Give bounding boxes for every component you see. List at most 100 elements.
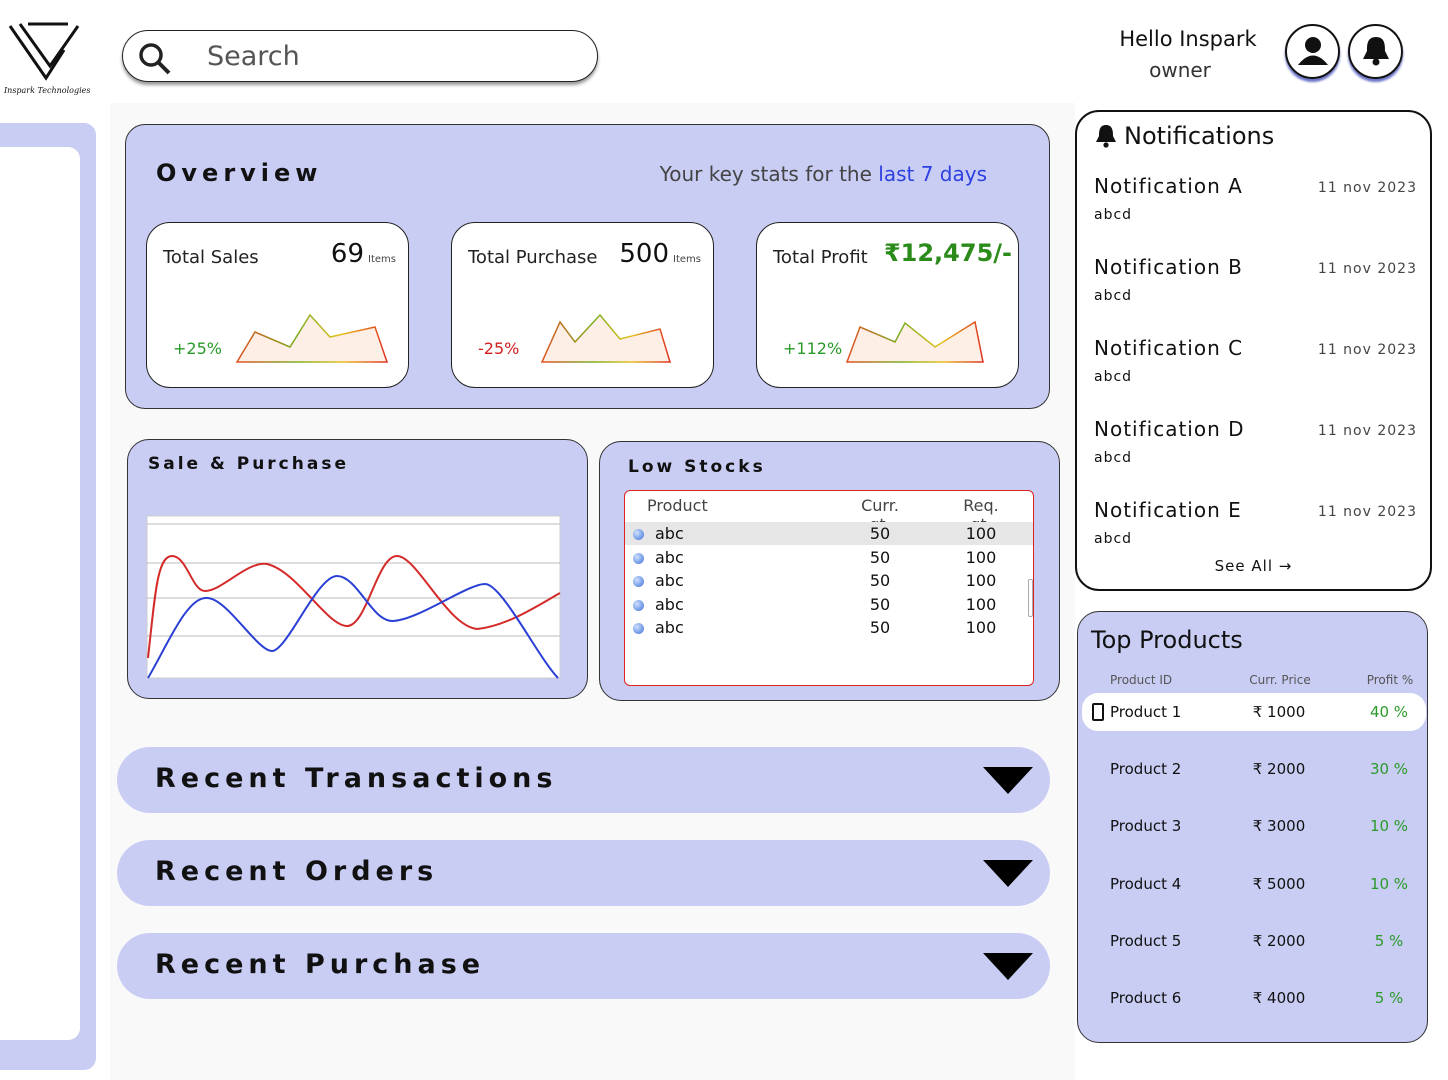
product-cell: Product 5: [1110, 931, 1182, 950]
accordion[interactable]: Recent Orders: [117, 840, 1050, 906]
expand-arrow[interactable]: [983, 953, 1033, 983]
stat-change: +112%: [783, 339, 843, 358]
stat-unit: Items: [673, 254, 701, 265]
product-row[interactable]: Product 6 ₹ 4000 5 %: [1082, 979, 1426, 1017]
top-products-panel: Top Products Product ID Curr. Price Profit…: [1077, 611, 1428, 1043]
see-all-link[interactable]: See All →: [1214, 557, 1293, 575]
accordion[interactable]: Recent Purchase: [117, 933, 1050, 999]
sale-purchase-chart: [146, 515, 561, 679]
product-row[interactable]: Product 1 ₹ 1000 40 %: [1082, 693, 1426, 731]
table-cell: abc: [655, 547, 684, 567]
stat-change: -25%: [478, 339, 520, 358]
product-cell: 10 %: [1369, 817, 1409, 836]
top-products-title: Top Products: [1091, 626, 1243, 654]
notifications-icon: [1096, 125, 1116, 148]
stat-card: Total Profit ₹12,475/- +112%: [756, 222, 1019, 388]
expand-arrow[interactable]: [983, 767, 1033, 797]
table-header: Product ID: [1110, 673, 1173, 687]
table-cell: 50: [869, 571, 891, 590]
greeting: Hello Inspark: [1119, 27, 1257, 51]
table-cell: 100: [965, 618, 997, 637]
notification-title[interactable]: Notification D: [1094, 417, 1245, 441]
expand-arrow[interactable]: [983, 860, 1033, 890]
table-row: abc 50 100: [625, 569, 1033, 592]
product-cell: ₹ 1000: [1252, 703, 1306, 721]
table-cell: abc: [655, 524, 684, 543]
table-cell: 100: [965, 571, 997, 590]
bell-button[interactable]: [1348, 24, 1403, 79]
notifications-panel: Notifications See All → Notification A 11…: [1075, 110, 1432, 591]
row-icon: [633, 552, 644, 564]
product-cell: 40 %: [1369, 703, 1409, 721]
table-row: abc 50 100: [625, 616, 1033, 639]
accordion-title: Recent Transactions: [155, 763, 558, 794]
product-cell: ₹ 4000: [1252, 989, 1306, 1007]
product-cell: ₹ 2000: [1252, 760, 1306, 779]
notification-title[interactable]: Notification E: [1094, 498, 1242, 522]
product-cell: Product 1: [1110, 703, 1182, 721]
table-cell: 50: [869, 594, 891, 614]
table-header: Curr. Price: [1249, 673, 1311, 687]
notification-title[interactable]: Notification B: [1094, 255, 1243, 279]
product-row[interactable]: Product 5 ₹ 2000 5 %: [1082, 922, 1426, 960]
table-row: abc 50 100: [625, 522, 1033, 545]
notification-body: abcd: [1094, 288, 1133, 304]
stat-value-group: 69 Items: [331, 239, 396, 269]
table-cell: abc: [655, 618, 684, 637]
row-icon: [633, 599, 644, 611]
search-icon: [139, 43, 171, 75]
stat-label: Total Sales: [163, 247, 259, 268]
table-cell: abc: [655, 571, 684, 590]
table-cell: 50: [869, 547, 891, 567]
product-cell: 5 %: [1374, 931, 1404, 950]
stat-card: Total Sales 69 Items +25%: [146, 222, 409, 388]
sparkline: [845, 320, 984, 363]
notification-date: 11 nov 2023: [1317, 261, 1417, 277]
notification-body: abcd: [1094, 207, 1133, 223]
accordion[interactable]: Recent Transactions: [117, 747, 1050, 813]
sparkline: [540, 313, 672, 363]
product-cell: 30 %: [1369, 760, 1409, 779]
notification-date: 11 nov 2023: [1317, 180, 1417, 196]
table-cell: abc: [655, 594, 684, 614]
notification-body: abcd: [1094, 369, 1133, 385]
logo: [8, 22, 80, 81]
overview-title: Overview: [156, 159, 323, 187]
product-cell: Product 6: [1110, 989, 1182, 1007]
product-row[interactable]: Product 2 ₹ 2000 30 %: [1082, 750, 1426, 788]
notification-body: abcd: [1094, 531, 1133, 547]
stat-label: Total Profit: [773, 247, 868, 268]
logo-caption: Inspark Technologies: [4, 86, 91, 95]
notification-title[interactable]: Notification C: [1094, 336, 1244, 360]
product-cell: ₹ 2000: [1252, 931, 1306, 950]
stat-value-group: 500 Items: [619, 239, 701, 269]
table-cell: 100: [965, 594, 997, 614]
profile-icon: [1298, 37, 1328, 65]
accordion-title: Recent Orders: [155, 856, 439, 887]
overview-subtitle: Your key stats for the last 7 days: [660, 162, 987, 186]
sale-purchase-title: Sale & Purchase: [148, 454, 349, 474]
table-cell: 100: [965, 524, 997, 543]
low-stocks-title: Low Stocks: [628, 457, 766, 477]
product-row[interactable]: Product 3 ₹ 3000 10 %: [1082, 807, 1426, 845]
search-box[interactable]: Search: [122, 30, 598, 82]
table-row: abc 50 100: [625, 546, 1033, 569]
notification-title[interactable]: Notification A: [1094, 174, 1243, 198]
table-row: abc 50 100: [625, 593, 1033, 616]
stat-value: ₹12,475/-: [883, 239, 1012, 267]
subtitle-highlight: last 7 days: [878, 162, 987, 186]
notification-date: 11 nov 2023: [1317, 423, 1417, 439]
sparkline: [235, 313, 389, 363]
notifications-title: Notifications: [1124, 122, 1275, 150]
scrollbar: [1028, 579, 1033, 617]
product-row[interactable]: Product 4 ₹ 5000 10 %: [1082, 865, 1426, 903]
product-cell: ₹ 3000: [1252, 817, 1306, 836]
table-cell: 100: [965, 547, 997, 567]
stat-unit: Items: [368, 254, 396, 265]
stat-value: 69: [330, 239, 365, 269]
profile-button[interactable]: [1285, 24, 1340, 79]
stat-change: +25%: [173, 339, 222, 358]
sidebar-content: [0, 147, 80, 1040]
